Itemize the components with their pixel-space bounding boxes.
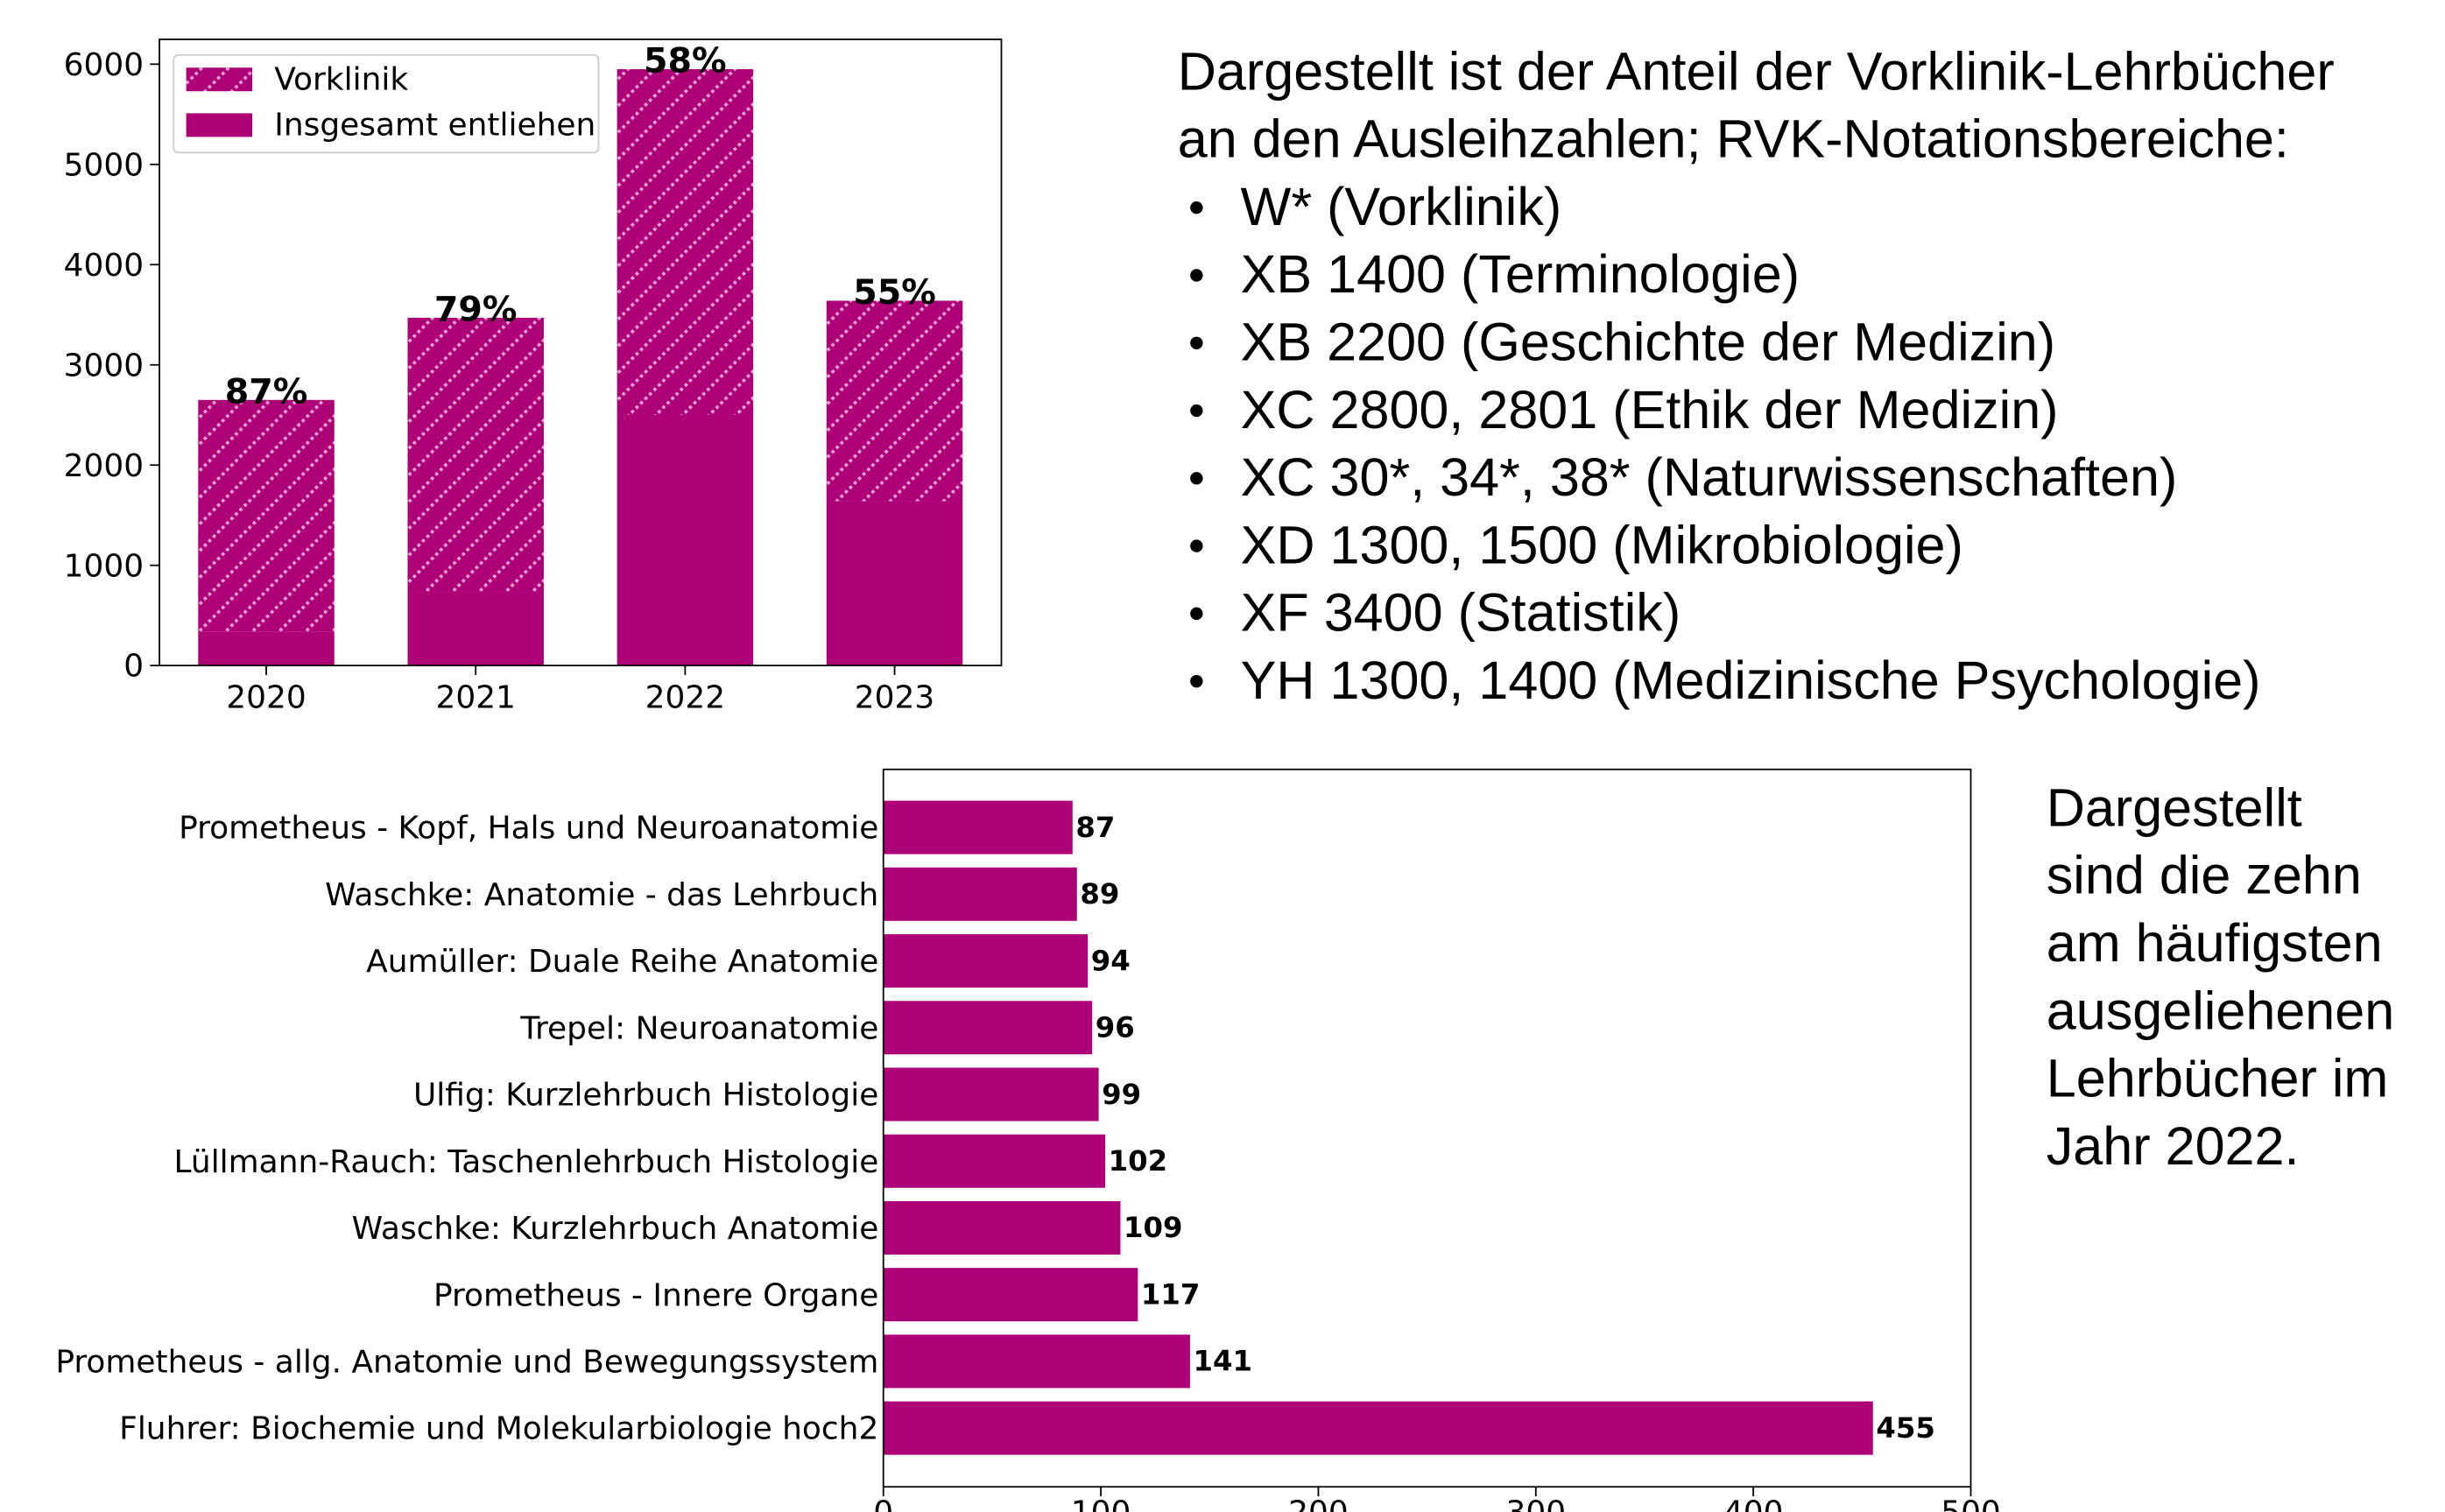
bullet-dot — [1190, 404, 1203, 418]
bar — [883, 800, 1073, 854]
description-line: an den Ausleihzahlen; RVK-Notationsberei… — [1178, 109, 2289, 169]
bar-segment — [198, 399, 335, 632]
bar — [883, 1134, 1106, 1188]
y-tick-label: Prometheus - Kopf, Hals und Neuroanatomi… — [179, 811, 878, 847]
x-tick-label: 2023 — [855, 680, 934, 716]
legend-swatch — [186, 113, 253, 137]
y-tick-label: Trepel: Neuroanatomie — [519, 1010, 878, 1046]
side-line: am häufigsten — [2047, 913, 2383, 973]
x-tick-label: 2022 — [645, 680, 725, 716]
y-tick-label: Ulfig: Kurzlehrbuch Histologie — [413, 1078, 878, 1114]
value-label: 96 — [1096, 1011, 1135, 1044]
y-tick-label: Waschke: Anatomie - das Lehrbuch — [325, 877, 878, 913]
y-tick-label: Aumüller: Duale Reihe Anatomie — [366, 944, 878, 980]
bullet-dot — [1190, 539, 1203, 552]
value-label: 455 — [1876, 1411, 1934, 1445]
y-tick-label: 5000 — [64, 147, 144, 183]
side-line: Jahr 2022. — [2047, 1116, 2300, 1176]
bar-segment — [198, 631, 335, 666]
bullet-text: XC 30*, 34*, 38* (Naturwissenschaften) — [1241, 447, 2178, 507]
bar-segment — [617, 414, 754, 666]
bar-segment — [617, 69, 754, 415]
bullet-text: XC 2800, 2801 (Ethik der Medizin) — [1241, 380, 2059, 440]
side-line: ausgeliehenen — [2047, 981, 2394, 1040]
y-tick-label: 6000 — [64, 47, 144, 83]
x-tick-label: 300 — [1506, 1495, 1567, 1512]
y-tick-label: Prometheus - allg. Anatomie und Bewegung… — [55, 1345, 878, 1381]
x-tick-label: 200 — [1288, 1495, 1349, 1512]
bar — [883, 1401, 1873, 1455]
x-tick-label: 2020 — [226, 680, 306, 716]
x-tick-label: 0 — [873, 1495, 893, 1512]
legend-label: Insgesamt entliehen — [274, 108, 595, 144]
y-tick-label: 4000 — [64, 248, 144, 284]
side-line: sind die zehn — [2047, 846, 2362, 905]
bar — [883, 1268, 1138, 1322]
side-line: Lehrbücher im — [2047, 1049, 2389, 1108]
y-tick-label: 0 — [123, 649, 144, 685]
legend-label: Vorklinik — [274, 61, 408, 97]
side-line: Dargestellt — [2047, 777, 2302, 837]
bullet-text: XB 1400 (Terminologie) — [1241, 244, 1800, 304]
bullet-text: XF 3400 (Statistik) — [1241, 583, 1681, 643]
bar — [883, 1001, 1093, 1055]
value-label: 141 — [1194, 1345, 1252, 1378]
y-tick-label: 2000 — [64, 448, 144, 484]
bar-segment — [407, 317, 544, 592]
x-tick-label: 400 — [1723, 1495, 1784, 1512]
y-tick-label: 3000 — [64, 348, 144, 383]
legend-swatch — [186, 67, 253, 92]
bullet-text: XD 1300, 1500 (Mikrobiologie) — [1241, 515, 1963, 574]
bullet-text: YH 1300, 1400 (Medizinische Psychologie) — [1241, 651, 2261, 710]
y-tick-label: 1000 — [64, 548, 144, 584]
bullet-dot — [1190, 269, 1203, 282]
value-label: 87 — [1075, 811, 1115, 844]
y-tick-label: Waschke: Kurzlehrbuch Anatomie — [352, 1211, 879, 1247]
value-label: 117 — [1141, 1277, 1200, 1311]
y-tick-label: Lüllmann-Rauch: Taschenlehrbuch Histolog… — [174, 1144, 879, 1180]
bullet-dot — [1190, 472, 1203, 485]
bar — [883, 867, 1077, 921]
bar — [883, 1200, 1121, 1255]
bullet-text: W* (Vorklinik) — [1241, 177, 1562, 236]
value-label: 89 — [1080, 877, 1119, 911]
value-label: 109 — [1124, 1211, 1182, 1244]
x-tick-label: 2021 — [435, 680, 515, 716]
bar-annotation: 58% — [644, 41, 727, 81]
bullet-dot — [1190, 674, 1203, 688]
bar-segment — [826, 501, 963, 666]
x-tick-label: 100 — [1071, 1495, 1131, 1512]
value-label: 99 — [1102, 1078, 1141, 1111]
bullet-dot — [1190, 607, 1203, 621]
description-line: Dargestellt ist der Anteil der Vorklinik… — [1178, 41, 2335, 101]
value-label: 94 — [1091, 944, 1131, 977]
legend-box — [173, 53, 600, 154]
x-tick-label: 500 — [1941, 1495, 2001, 1512]
value-label: 102 — [1109, 1144, 1167, 1178]
bar-annotation: 79% — [434, 290, 518, 330]
bar-annotation: 87% — [225, 371, 308, 411]
bar — [883, 934, 1089, 988]
bar — [883, 1067, 1099, 1122]
axes-frame — [882, 768, 1972, 1488]
bar-annotation: 55% — [853, 272, 936, 313]
bullet-dot — [1190, 336, 1203, 349]
y-tick-label: Prometheus - Innere Organe — [433, 1277, 878, 1313]
bullet-text: XB 2200 (Geschichte der Medizin) — [1241, 313, 2055, 372]
bar-segment — [826, 300, 963, 502]
bullet-dot — [1190, 201, 1203, 214]
y-tick-label: Fluhrer: Biochemie und Molekularbiologie… — [119, 1411, 878, 1447]
bar-segment — [407, 591, 544, 666]
bar — [883, 1334, 1190, 1389]
axes-frame — [159, 39, 1003, 667]
